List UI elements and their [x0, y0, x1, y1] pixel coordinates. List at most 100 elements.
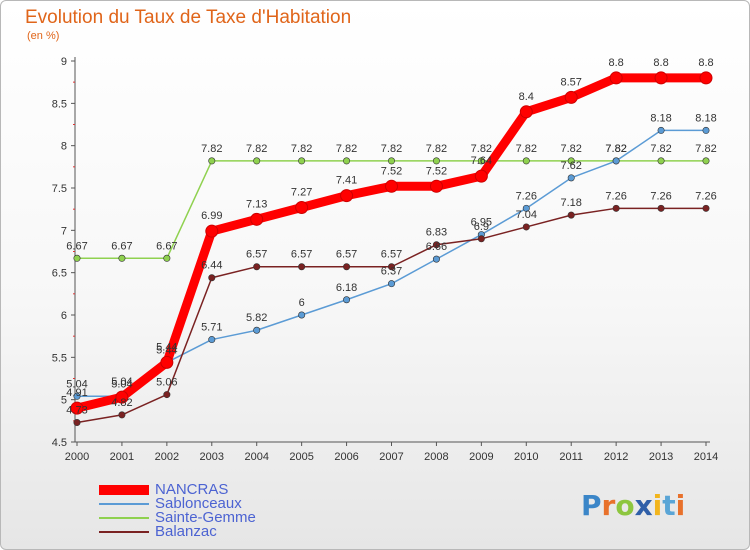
data-point-balanzac	[118, 411, 126, 419]
logo-letter: t	[662, 489, 676, 522]
x-tick-label: 2012	[604, 451, 628, 463]
data-label-sainte-gemme: 7.82	[650, 143, 671, 155]
data-point-sablonceaux	[73, 392, 81, 400]
legend-label: NANCRAS	[155, 481, 229, 498]
logo-letter: o	[615, 489, 635, 522]
data-label-sainte-gemme: 7.82	[336, 143, 357, 155]
data-point-sainte-gemme	[253, 157, 261, 165]
data-point-sablonceaux	[253, 326, 261, 334]
data-label-nancras: 7.52	[381, 165, 402, 177]
data-point-nancras	[609, 71, 623, 85]
logo-letter: P	[581, 489, 602, 522]
data-label-balanzac: 6.57	[246, 249, 267, 261]
y-tick-label: 5.5	[52, 352, 67, 364]
data-label-balanzac: 6.57	[381, 249, 402, 261]
data-point-sainte-gemme	[477, 157, 485, 165]
data-point-sablonceaux	[432, 255, 440, 263]
x-tick-label: 2001	[110, 451, 134, 463]
x-tick-label: 2002	[155, 451, 179, 463]
logo-letter: i	[675, 489, 686, 522]
data-point-balanzac	[343, 263, 351, 271]
data-point-sablonceaux	[567, 174, 575, 182]
data-point-balanzac	[298, 263, 306, 271]
y-tick-label: 8.5	[52, 98, 67, 110]
data-point-sainte-gemme	[657, 157, 665, 165]
y-tick-label: 5	[61, 395, 67, 407]
data-point-sablonceaux	[612, 157, 620, 165]
data-label-balanzac: 5.06	[156, 377, 177, 389]
data-point-balanzac	[253, 263, 261, 271]
data-label-balanzac: 7.26	[650, 190, 671, 202]
data-point-nancras	[295, 200, 309, 214]
data-point-nancras	[160, 355, 174, 369]
y-tick-label: 6	[61, 310, 67, 322]
x-tick-label: 2004	[244, 451, 268, 463]
proxiti-logo: Proxiti	[581, 489, 685, 522]
data-point-balanzac	[208, 274, 216, 282]
data-point-sainte-gemme	[522, 157, 530, 165]
legend-item-nancras: NANCRAS	[99, 481, 359, 498]
legend-label: Sainte-Gemme	[155, 509, 256, 526]
x-tick-label: 2013	[649, 451, 673, 463]
y-tick-label: 9	[61, 56, 67, 68]
data-label-sablonceaux: 5.44	[156, 344, 177, 356]
data-point-sainte-gemme	[73, 254, 81, 262]
data-point-sablonceaux	[702, 126, 710, 134]
data-label-balanzac: 4.82	[111, 397, 132, 409]
x-tick-label: 2010	[514, 451, 538, 463]
legend-swatch	[99, 503, 149, 505]
data-point-sainte-gemme	[387, 157, 395, 165]
y-tick-label: 4.5	[52, 437, 67, 449]
data-point-sainte-gemme	[163, 254, 171, 262]
data-label-balanzac: 7.26	[605, 190, 626, 202]
data-label-balanzac: 6.9	[474, 221, 489, 233]
data-label-balanzac: 7.04	[516, 209, 537, 221]
data-point-nancras	[385, 179, 398, 193]
data-label-sablonceaux: 6.18	[336, 282, 357, 294]
data-point-nancras	[70, 401, 84, 415]
data-label-sainte-gemme: 7.82	[246, 143, 267, 155]
legend-item-sainte-gemme: Sainte-Gemme	[99, 509, 359, 526]
data-point-balanzac	[477, 235, 485, 243]
chart-subtitle: (en %)	[27, 30, 60, 42]
x-tick-label: 2008	[424, 451, 448, 463]
legend-label: Balanzac	[155, 523, 217, 540]
data-label-nancras: 8.57	[561, 76, 582, 88]
data-label-nancras: 7.41	[336, 175, 357, 187]
data-point-balanzac	[657, 204, 665, 212]
y-tick-label: 7	[61, 225, 67, 237]
data-point-balanzac	[522, 223, 530, 231]
data-label-sablonceaux: 5.04	[111, 378, 132, 390]
data-label-nancras: 7.52	[426, 165, 447, 177]
data-point-sainte-gemme	[567, 157, 575, 165]
data-point-nancras	[340, 189, 354, 203]
data-label-nancras: 4.91	[66, 387, 87, 399]
legend-item-sablonceaux: Sablonceaux	[99, 495, 359, 512]
data-label-sainte-gemme: 7.82	[426, 143, 447, 155]
legend-item-balanzac: Balanzac	[99, 523, 359, 540]
chart-title: Evolution du Taux de Taxe d'Habitation	[25, 7, 352, 28]
data-point-nancras	[654, 71, 668, 85]
data-label-sainte-gemme: 7.82	[201, 143, 222, 155]
data-label-balanzac: 6.57	[336, 249, 357, 261]
data-point-balanzac	[73, 419, 81, 427]
data-label-sainte-gemme: 6.67	[156, 240, 177, 252]
data-label-sablonceaux: 6.95	[471, 217, 492, 229]
y-tick-label: 7.5	[52, 183, 67, 195]
data-point-balanzac	[432, 241, 440, 249]
data-point-sablonceaux	[522, 204, 530, 212]
x-tick-label: 2006	[334, 451, 358, 463]
data-label-sainte-gemme: 6.67	[111, 240, 132, 252]
y-tick-label: 6.5	[52, 268, 67, 280]
data-point-nancras	[115, 390, 129, 404]
data-label-sainte-gemme: 7.82	[291, 143, 312, 155]
data-label-sablonceaux: 8.18	[650, 112, 671, 124]
data-point-balanzac	[702, 204, 710, 212]
data-label-balanzac: 6.44	[201, 260, 222, 272]
data-point-sainte-gemme	[298, 157, 306, 165]
logo-letter: i	[652, 489, 663, 522]
data-point-sainte-gemme	[118, 254, 126, 262]
data-point-nancras	[519, 105, 533, 119]
data-label-nancras: 5.04	[111, 376, 132, 388]
